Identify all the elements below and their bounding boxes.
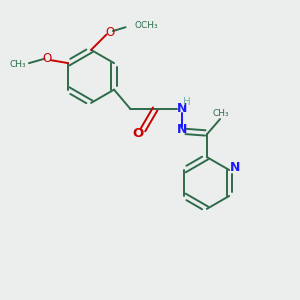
Text: O: O: [106, 26, 115, 39]
Text: O: O: [132, 127, 143, 140]
Text: N: N: [177, 102, 187, 115]
Text: O: O: [43, 52, 52, 65]
Text: N: N: [230, 161, 240, 174]
Text: CH₃: CH₃: [212, 109, 229, 118]
Text: OCH₃: OCH₃: [135, 21, 159, 30]
Text: H: H: [183, 97, 191, 107]
Text: CH₃: CH₃: [9, 60, 26, 69]
Text: N: N: [177, 124, 187, 136]
